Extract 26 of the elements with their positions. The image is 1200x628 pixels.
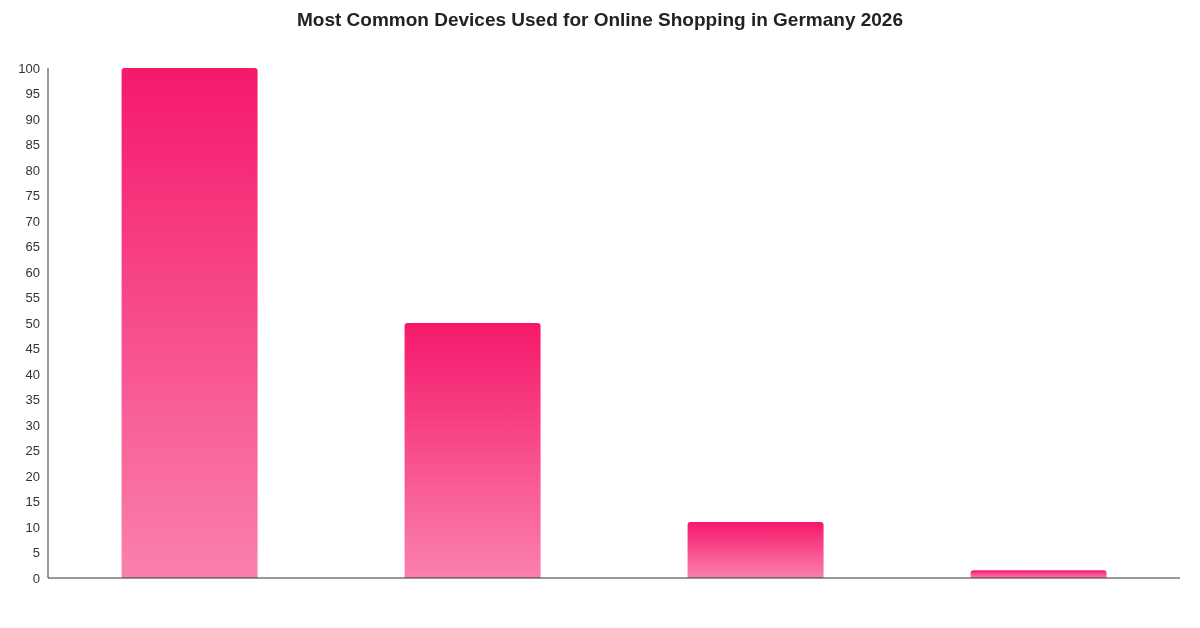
y-tick-label: 10 [25, 519, 40, 535]
y-tick-label: 60 [25, 264, 40, 280]
y-tick-label: 45 [25, 341, 40, 357]
y-tick-label: 100 [18, 60, 40, 76]
y-tick-label: 85 [25, 137, 40, 153]
y-tick-label: 90 [25, 111, 40, 127]
y-tick-label: 40 [25, 366, 40, 382]
bar [687, 521, 824, 578]
chart-title: Most Common Devices Used for Online Shopping in Germany 2026 [296, 8, 904, 32]
y-tick-label: 65 [25, 239, 40, 255]
y-tick-label: 50 [25, 315, 40, 331]
y-tick-label: 15 [25, 494, 40, 510]
y-tick-label: 80 [25, 162, 40, 178]
y-tick-label: 70 [25, 213, 40, 229]
y-tick-label: 30 [25, 417, 40, 433]
y-tick-label: 55 [25, 290, 40, 306]
y-tick-label: 25 [25, 443, 40, 459]
y-tick-label: 0 [32, 570, 40, 586]
y-tick-label: 35 [25, 392, 40, 408]
y-tick-label: 75 [25, 188, 40, 204]
y-tick-label: 95 [25, 86, 40, 102]
bar [404, 323, 541, 578]
y-tick-label: 5 [32, 545, 40, 561]
y-tick-label: 20 [25, 468, 40, 484]
bar [970, 570, 1107, 578]
bar [121, 68, 258, 578]
